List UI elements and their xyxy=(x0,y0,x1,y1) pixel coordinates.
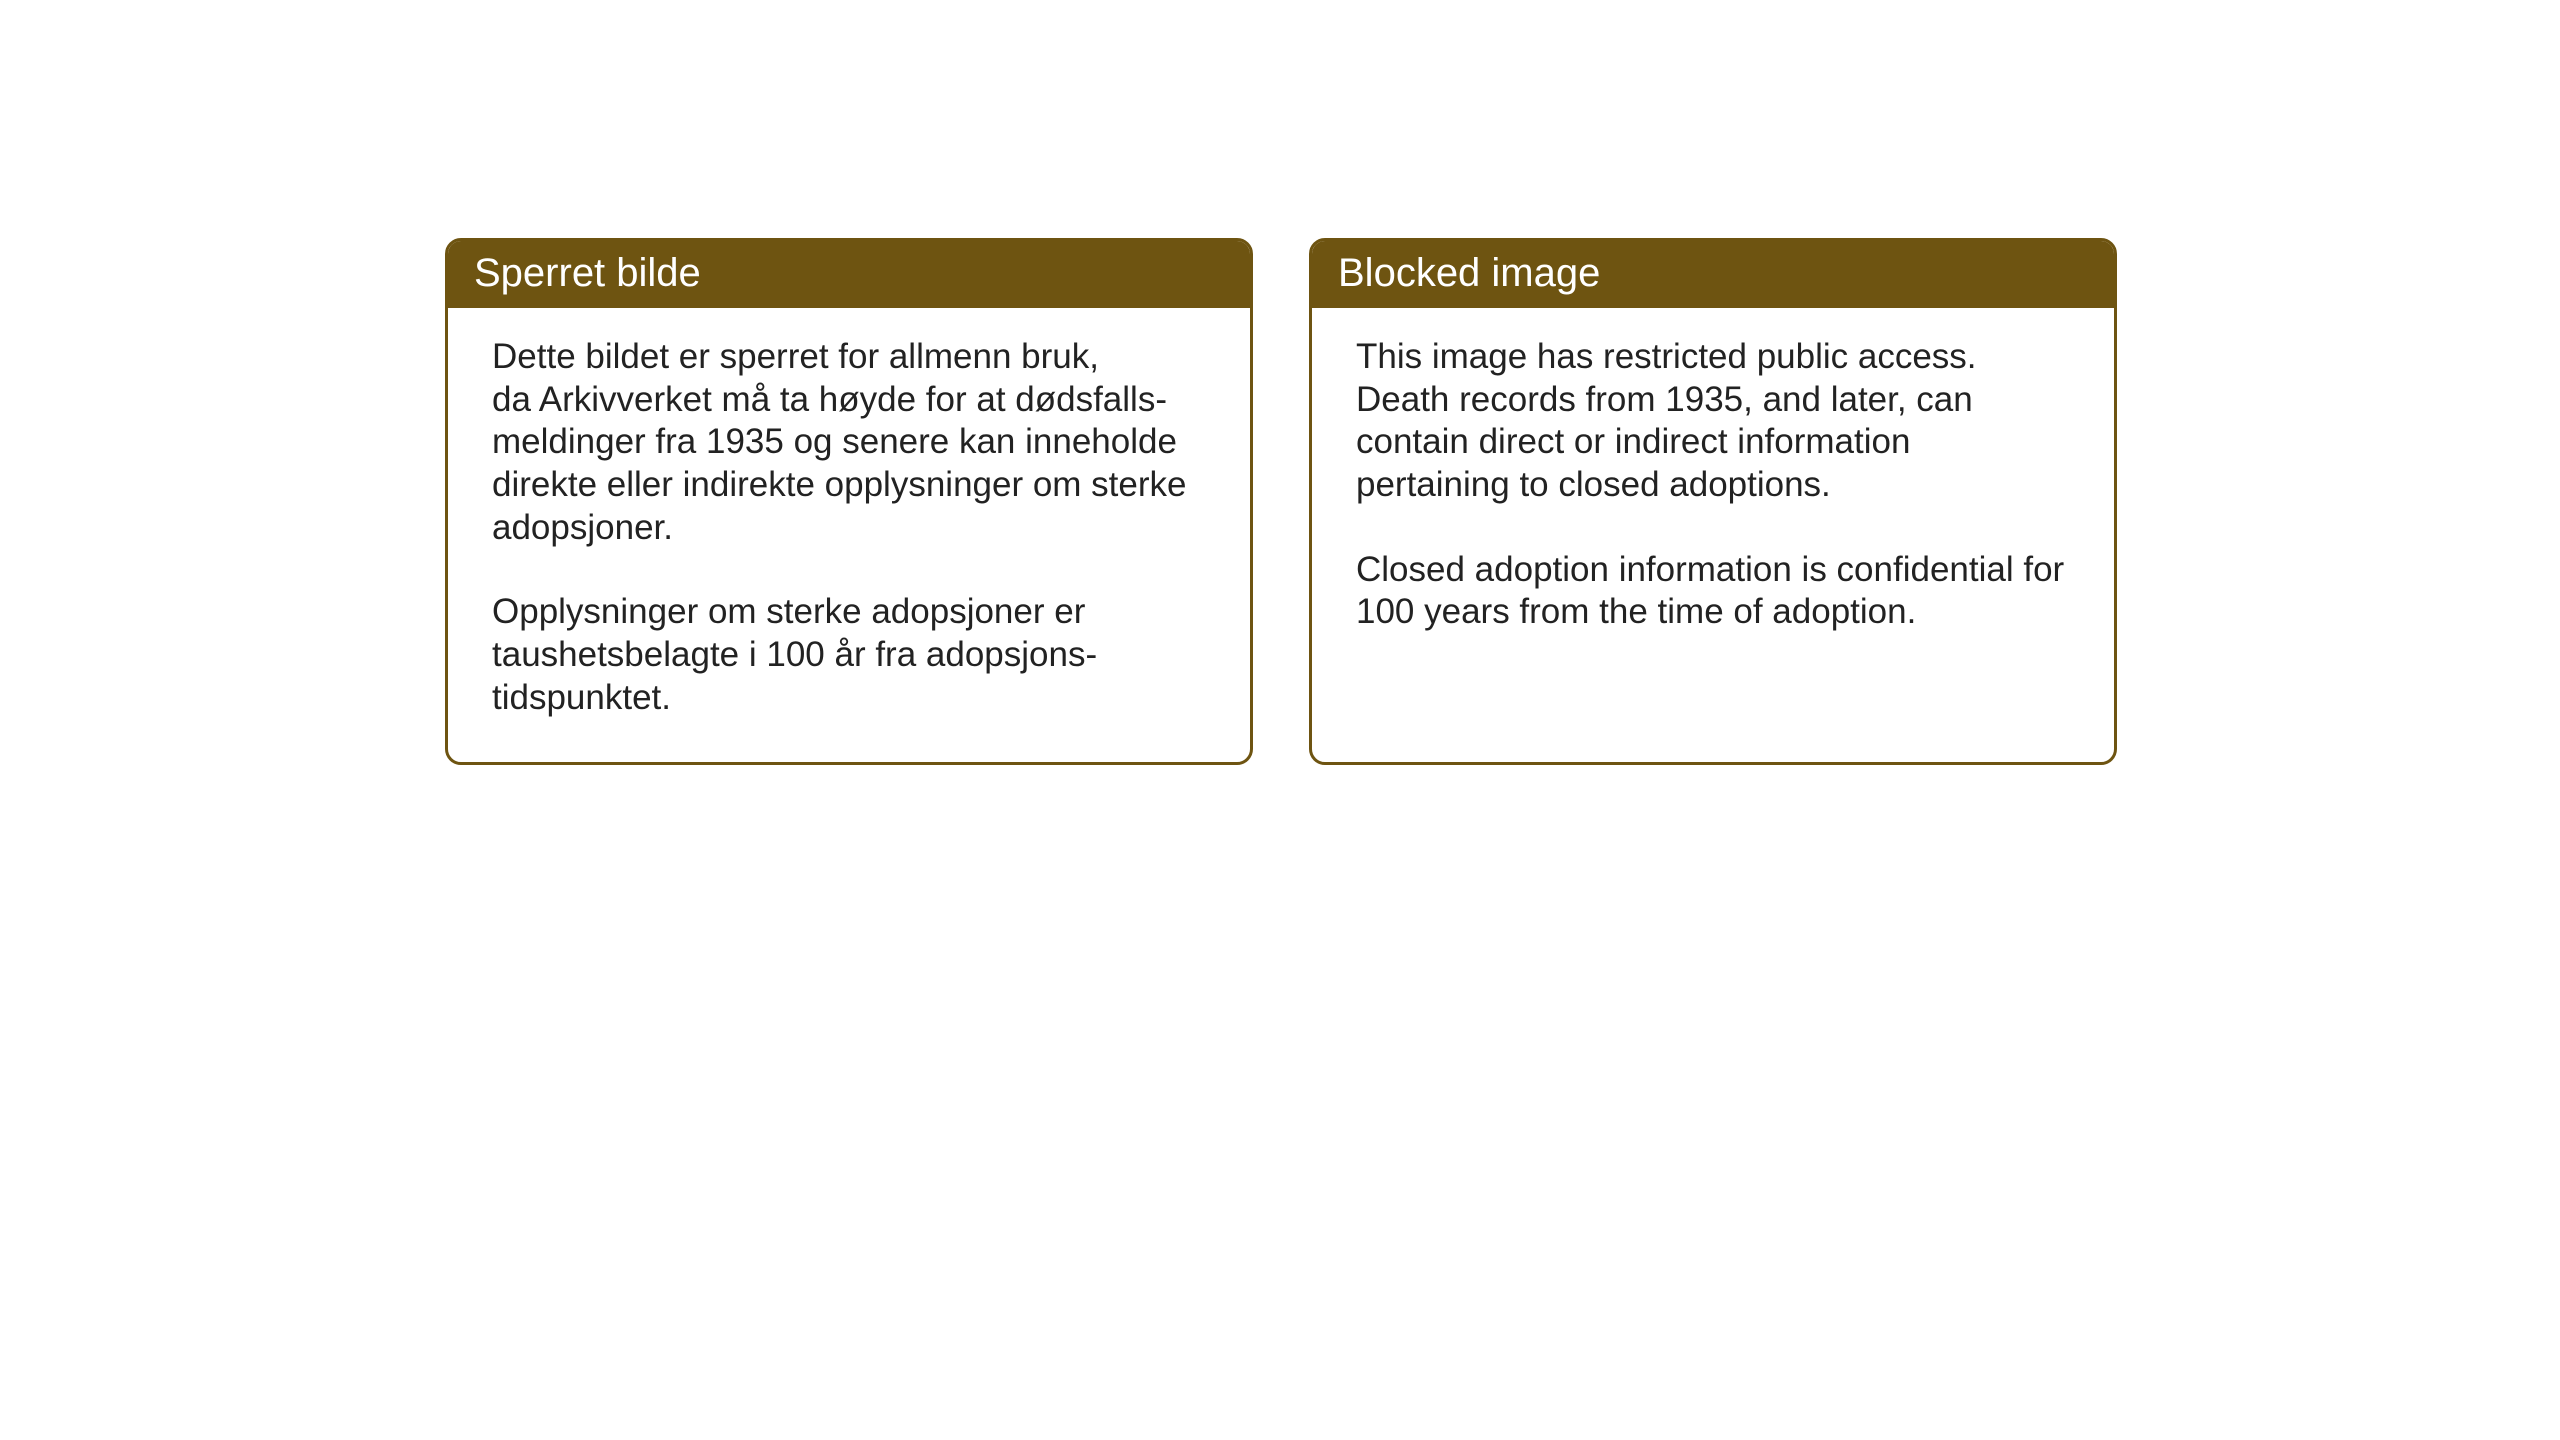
notice-cards-container: Sperret bilde Dette bildet er sperret fo… xyxy=(445,238,2117,765)
english-notice-card: Blocked image This image has restricted … xyxy=(1309,238,2117,765)
english-card-title: Blocked image xyxy=(1312,241,2114,308)
norwegian-paragraph-2: Opplysninger om sterke adopsjoner er tau… xyxy=(492,591,1206,719)
english-card-body: This image has restricted public access.… xyxy=(1312,308,2114,728)
norwegian-card-body: Dette bildet er sperret for allmenn bruk… xyxy=(448,308,1250,762)
english-paragraph-2: Closed adoption information is confident… xyxy=(1356,549,2070,634)
norwegian-paragraph-1: Dette bildet er sperret for allmenn bruk… xyxy=(492,336,1206,549)
english-paragraph-1: This image has restricted public access.… xyxy=(1356,336,2070,507)
norwegian-notice-card: Sperret bilde Dette bildet er sperret fo… xyxy=(445,238,1253,765)
norwegian-card-title: Sperret bilde xyxy=(448,241,1250,308)
